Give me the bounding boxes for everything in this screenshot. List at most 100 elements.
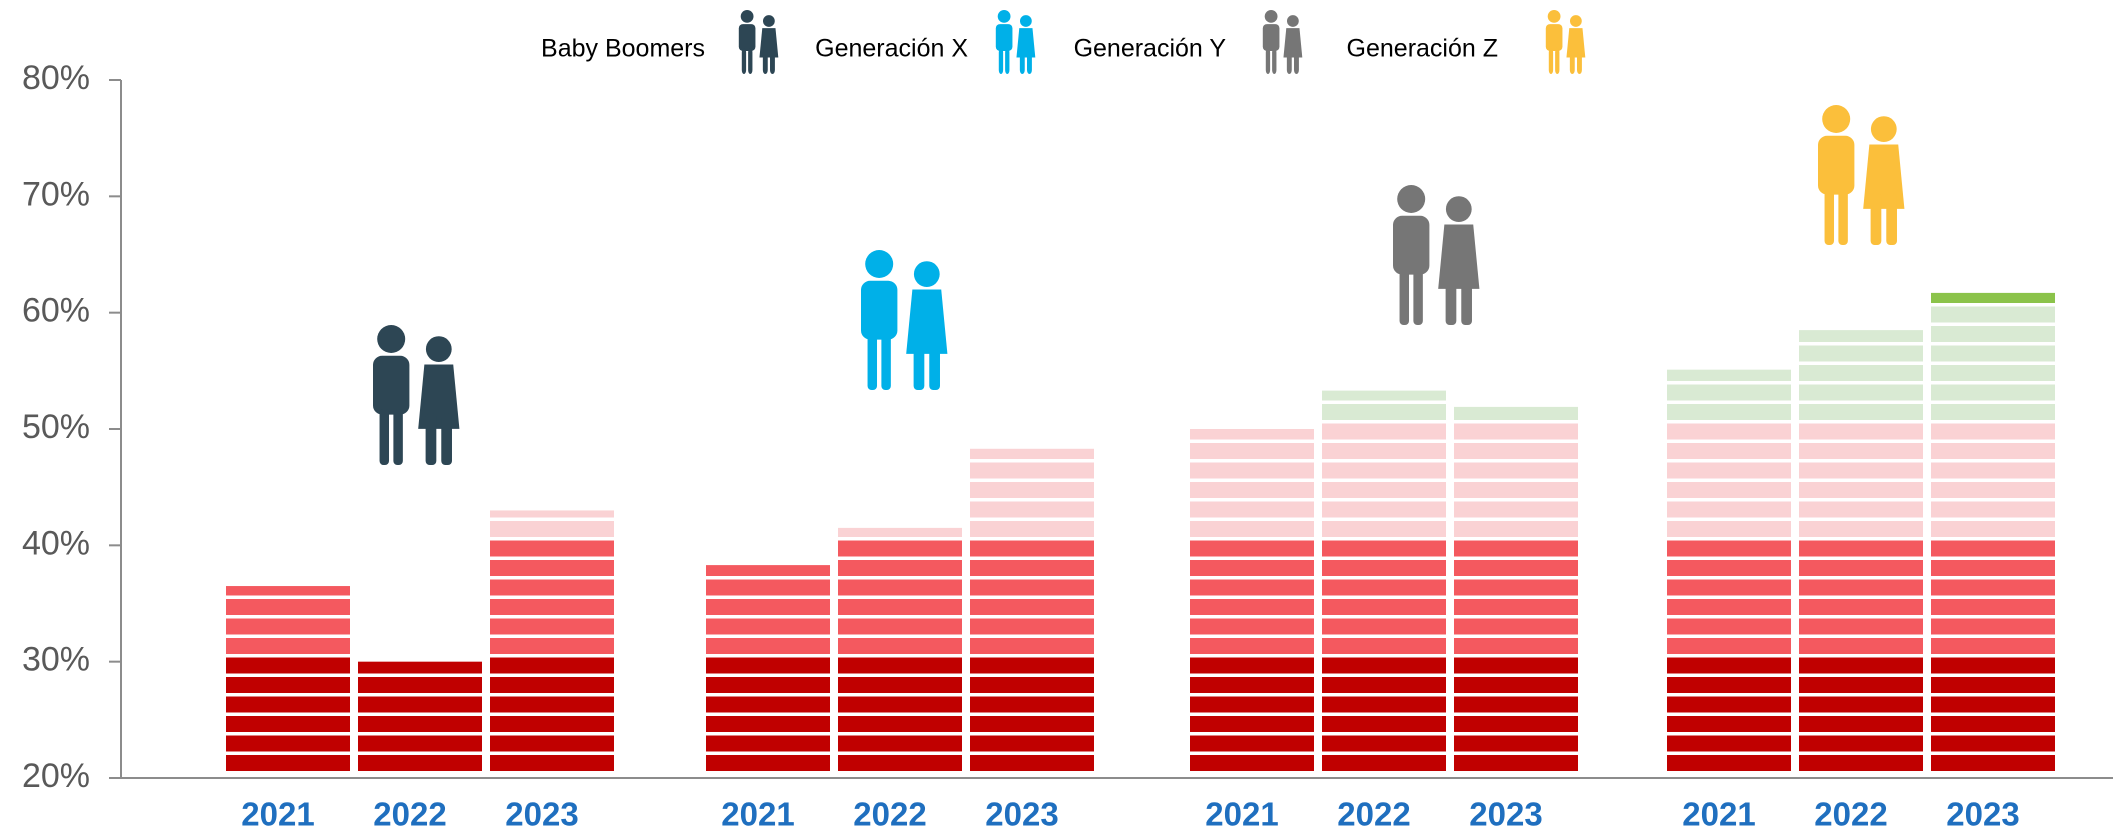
bar-stripe (706, 677, 830, 693)
bar-stripe (1799, 696, 1923, 713)
icon-leg (1577, 50, 1582, 74)
bar-stripe (1799, 521, 1923, 537)
icon-body (1818, 135, 1855, 195)
bar-stripe (1454, 677, 1578, 693)
bar-stripe (1799, 677, 1923, 693)
icon-body (861, 280, 898, 340)
bar-stripe (706, 716, 830, 732)
bar-stripe (706, 565, 830, 576)
bar-stripe (1190, 599, 1314, 615)
generation-icon (861, 250, 948, 390)
y-tick-label: 20% (22, 757, 90, 795)
bar-stripe (1931, 755, 2055, 771)
bar (358, 661, 482, 771)
bar-stripe (1454, 462, 1578, 479)
icon-body (738, 24, 756, 51)
legend-label: Baby Boomers (541, 35, 705, 63)
bar-stripe (1931, 579, 2055, 596)
bar-stripe (490, 677, 614, 693)
bar-stripe (490, 510, 614, 518)
icon-leg (881, 334, 891, 390)
bar-stripe (1454, 540, 1578, 557)
bar-stripe (226, 716, 350, 732)
bar-stripe (490, 560, 614, 576)
icon-head (1569, 15, 1582, 27)
bar-stripe (1667, 657, 1791, 674)
icon-body (759, 28, 779, 58)
bar-stripe (1322, 423, 1446, 440)
bar-stripe (1667, 696, 1791, 713)
bar-stripe (970, 482, 1094, 498)
icon-head (1547, 10, 1561, 23)
bar-stripe (706, 599, 830, 615)
bar-stripe (1931, 462, 2055, 479)
icon-leg (425, 413, 437, 465)
bar-stripe (838, 527, 962, 537)
bar-stripe (490, 735, 614, 752)
bar-stripe (1667, 735, 1791, 752)
bar-stripe (970, 501, 1094, 518)
icon-leg (1399, 269, 1410, 325)
bar-stripe (1667, 716, 1791, 732)
bar-stripe (970, 462, 1094, 479)
bar-stripe (1799, 638, 1923, 654)
bar-stripe (1931, 657, 2055, 674)
bar-stripe (1322, 579, 1446, 596)
bar-stripe (1931, 599, 2055, 615)
bar-stripe (838, 638, 962, 654)
icon-body (906, 289, 948, 354)
bar-stripe (226, 657, 350, 674)
bar-stripe (1190, 560, 1314, 576)
bar-stripe (1931, 404, 2055, 420)
bar-stripe (838, 696, 962, 713)
bar-stripe (706, 696, 830, 713)
bar-stripe (1931, 501, 2055, 518)
icon-head (1870, 116, 1897, 142)
bar-stripe (1190, 443, 1314, 459)
bar-stripe (1322, 735, 1446, 752)
bar-stripe (490, 618, 614, 635)
bar-stripe (838, 599, 962, 615)
icon-leg (1272, 48, 1277, 74)
bar-stripe (226, 586, 350, 596)
bar-stripe (838, 618, 962, 635)
bar-stripe (1931, 560, 2055, 576)
bar-stripe (1322, 404, 1446, 420)
icon-leg (441, 413, 452, 465)
bar-stripe (1190, 540, 1314, 557)
bar-stripe (1454, 755, 1578, 771)
bar (226, 586, 350, 771)
icon-head (1822, 105, 1851, 133)
bar-stripe (1931, 423, 2055, 440)
icon-head (762, 15, 775, 27)
bar-stripe (1931, 326, 2055, 342)
bar-stripe (1667, 482, 1791, 498)
bar-stripe (1667, 677, 1791, 693)
x-tick-label: 2022 (1337, 796, 1410, 833)
icon-leg (1461, 273, 1472, 325)
bar-stripe (970, 657, 1094, 674)
bar-stripe (1454, 579, 1578, 596)
bar-stripe (358, 661, 482, 674)
bar-stripe (1322, 443, 1446, 459)
bar-stripe (490, 599, 614, 615)
bar-stripe (838, 755, 962, 771)
icon-body (418, 364, 460, 429)
icon-head (1397, 185, 1426, 213)
bar-stripe (358, 677, 482, 693)
icon-body (1438, 224, 1480, 289)
y-tick-label: 50% (22, 408, 90, 446)
bar-stripe (226, 638, 350, 654)
bar-stripe (1931, 345, 2055, 362)
bar-stripe (970, 677, 1094, 693)
icon-leg (741, 48, 747, 74)
generation-icon (1818, 105, 1905, 245)
bar-stripe (1667, 501, 1791, 518)
bar (1454, 406, 1578, 771)
bar-stripe (1190, 716, 1314, 732)
bar-stripe (838, 560, 962, 576)
bar-stripe (970, 560, 1094, 576)
bar-stripe (970, 755, 1094, 771)
x-tick-label: 2021 (1205, 796, 1278, 833)
x-tick-label: 2023 (1469, 796, 1542, 833)
